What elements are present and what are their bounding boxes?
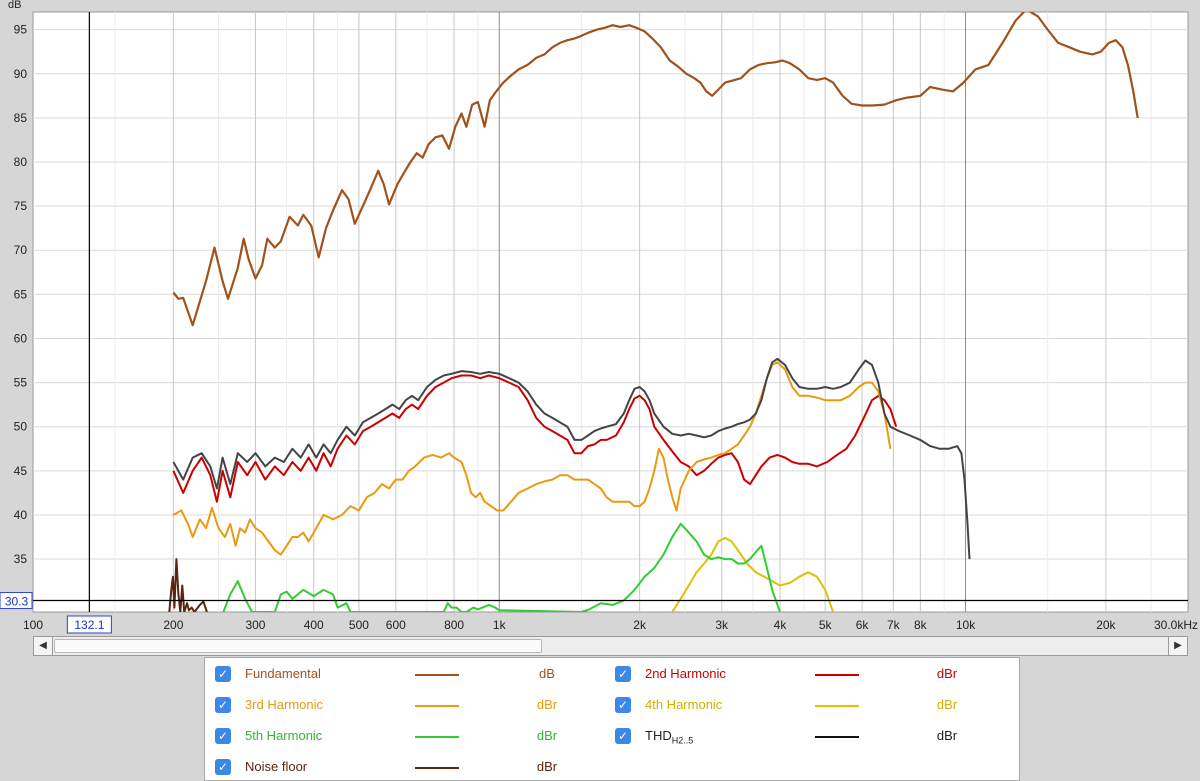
checkbox-icon[interactable]: ✓ xyxy=(615,666,631,682)
y-axis-label: dB xyxy=(8,0,21,11)
legend-label: 4th Harmonic xyxy=(645,697,723,712)
cursor-y-value: 30.3 xyxy=(5,595,29,609)
x-tick-label: 100 xyxy=(23,618,43,632)
x-tick-label: 3k xyxy=(715,618,729,632)
scroll-right-icon[interactable]: ▶ xyxy=(1168,637,1187,655)
legend-swatch xyxy=(415,767,459,769)
x-tick-label: 400 xyxy=(304,618,324,632)
legend-item-5th-harmonic[interactable]: ✓ 5th Harmonic dBr xyxy=(215,726,605,748)
legend-panel: ✓ Fundamental dB ✓ 3rd Harmonic dBr ✓ 5t… xyxy=(204,657,1020,781)
y-tick-label: 90 xyxy=(14,67,28,81)
legend-swatch xyxy=(815,674,859,676)
legend-item-4th-harmonic[interactable]: ✓ 4th Harmonic dBr xyxy=(615,695,1005,717)
legend-unit: dBr xyxy=(536,728,558,743)
checkbox-icon[interactable]: ✓ xyxy=(215,728,231,744)
y-tick-label: 75 xyxy=(14,199,28,213)
legend-label: THDH2..5 xyxy=(645,728,693,746)
cursor-x-box xyxy=(66,615,112,634)
scroll-left-icon[interactable]: ◀ xyxy=(34,637,53,655)
legend-item-fundamental[interactable]: ✓ Fundamental dB xyxy=(215,664,605,686)
legend-label: 2nd Harmonic xyxy=(645,666,726,681)
legend-swatch xyxy=(415,705,459,707)
x-tick-label: 8k xyxy=(914,618,928,632)
series-line-3rd-harmonic xyxy=(172,361,892,556)
x-tick-label: 1k xyxy=(493,618,507,632)
x-tick-label: 200 xyxy=(163,618,183,632)
scrollbar-thumb[interactable] xyxy=(54,639,542,653)
y-tick-label: 45 xyxy=(14,464,28,478)
cursor-x-value: 132.1 xyxy=(74,618,104,632)
y-tick-label: 40 xyxy=(14,508,28,522)
legend-swatch xyxy=(815,705,859,707)
legend-label: 3rd Harmonic xyxy=(245,697,324,712)
checkbox-icon[interactable]: ✓ xyxy=(215,666,231,682)
legend-unit: dB xyxy=(539,666,555,681)
x-tick-label: 600 xyxy=(386,618,406,632)
legend-swatch xyxy=(415,674,459,676)
plot-area xyxy=(32,11,1189,613)
checkbox-icon[interactable]: ✓ xyxy=(215,759,231,775)
legend-unit: dBr xyxy=(936,666,958,681)
legend-swatch xyxy=(415,736,459,738)
checkbox-icon[interactable]: ✓ xyxy=(615,728,631,744)
legend-item-thd[interactable]: ✓ THDH2..5 dBr xyxy=(615,726,1005,748)
x-tick-label: 5k xyxy=(819,618,833,632)
series-line-4th-harmonic xyxy=(671,536,835,612)
legend-label: Noise floor xyxy=(245,759,308,774)
x-tick-label: 10k xyxy=(956,618,976,632)
legend-item-2nd-harmonic[interactable]: ✓ 2nd Harmonic dBr xyxy=(615,664,1005,686)
x-tick-label: 800 xyxy=(444,618,464,632)
y-tick-label: 70 xyxy=(14,243,28,257)
y-tick-label: 55 xyxy=(14,376,28,390)
y-tick-label: 50 xyxy=(14,420,28,434)
legend-unit: dBr xyxy=(936,697,958,712)
x-tick-label: 300 xyxy=(245,618,265,632)
x-tick-label: 30.0kHz xyxy=(1154,618,1198,632)
y-tick-label: 95 xyxy=(14,23,28,37)
legend-unit: dBr xyxy=(536,759,558,774)
checkbox-icon[interactable]: ✓ xyxy=(615,697,631,713)
harmonic-distortion-chart[interactable]: 35 40 45 50 55 60 65 70 75 80 85 90 95 dB 100 200 300 400… xyxy=(0,0,1200,636)
legend-label-main: THD xyxy=(645,728,672,743)
legend-item-noise-floor[interactable]: ✓ Noise floor dBr xyxy=(215,757,605,779)
series-line-fundamental xyxy=(172,12,1139,327)
horizontal-scrollbar[interactable]: ◀ ▶ xyxy=(33,636,1188,656)
x-tick-label: 7k xyxy=(887,618,901,632)
x-tick-label: 4k xyxy=(774,618,788,632)
y-tick-label: 35 xyxy=(14,552,28,566)
legend-unit: dBr xyxy=(536,697,558,712)
legend-label: Fundamental xyxy=(245,666,321,681)
x-tick-label: 2k xyxy=(633,618,647,632)
x-tick-label: 6k xyxy=(856,618,870,632)
y-tick-label: 80 xyxy=(14,155,28,169)
cursor-y-box xyxy=(0,592,33,610)
x-tick-label: 500 xyxy=(349,618,369,632)
series-line-5th-harmonic xyxy=(222,522,781,612)
legend-label: 5th Harmonic xyxy=(245,728,323,743)
series-line-noise-floor xyxy=(168,558,208,612)
legend-label-subscript: H2..5 xyxy=(671,735,694,746)
legend-item-3rd-harmonic[interactable]: ✓ 3rd Harmonic dBr xyxy=(215,695,605,717)
series-line-2nd-harmonic xyxy=(172,374,898,503)
series-line-thd xyxy=(172,357,971,560)
y-tick-label: 60 xyxy=(14,331,28,345)
checkbox-icon[interactable]: ✓ xyxy=(215,697,231,713)
legend-swatch xyxy=(815,736,859,738)
y-tick-label: 85 xyxy=(14,111,28,125)
y-tick-label: 65 xyxy=(14,287,28,301)
x-tick-label: 20k xyxy=(1096,618,1116,632)
series-group xyxy=(168,12,1139,612)
legend-unit: dBr xyxy=(936,728,958,743)
